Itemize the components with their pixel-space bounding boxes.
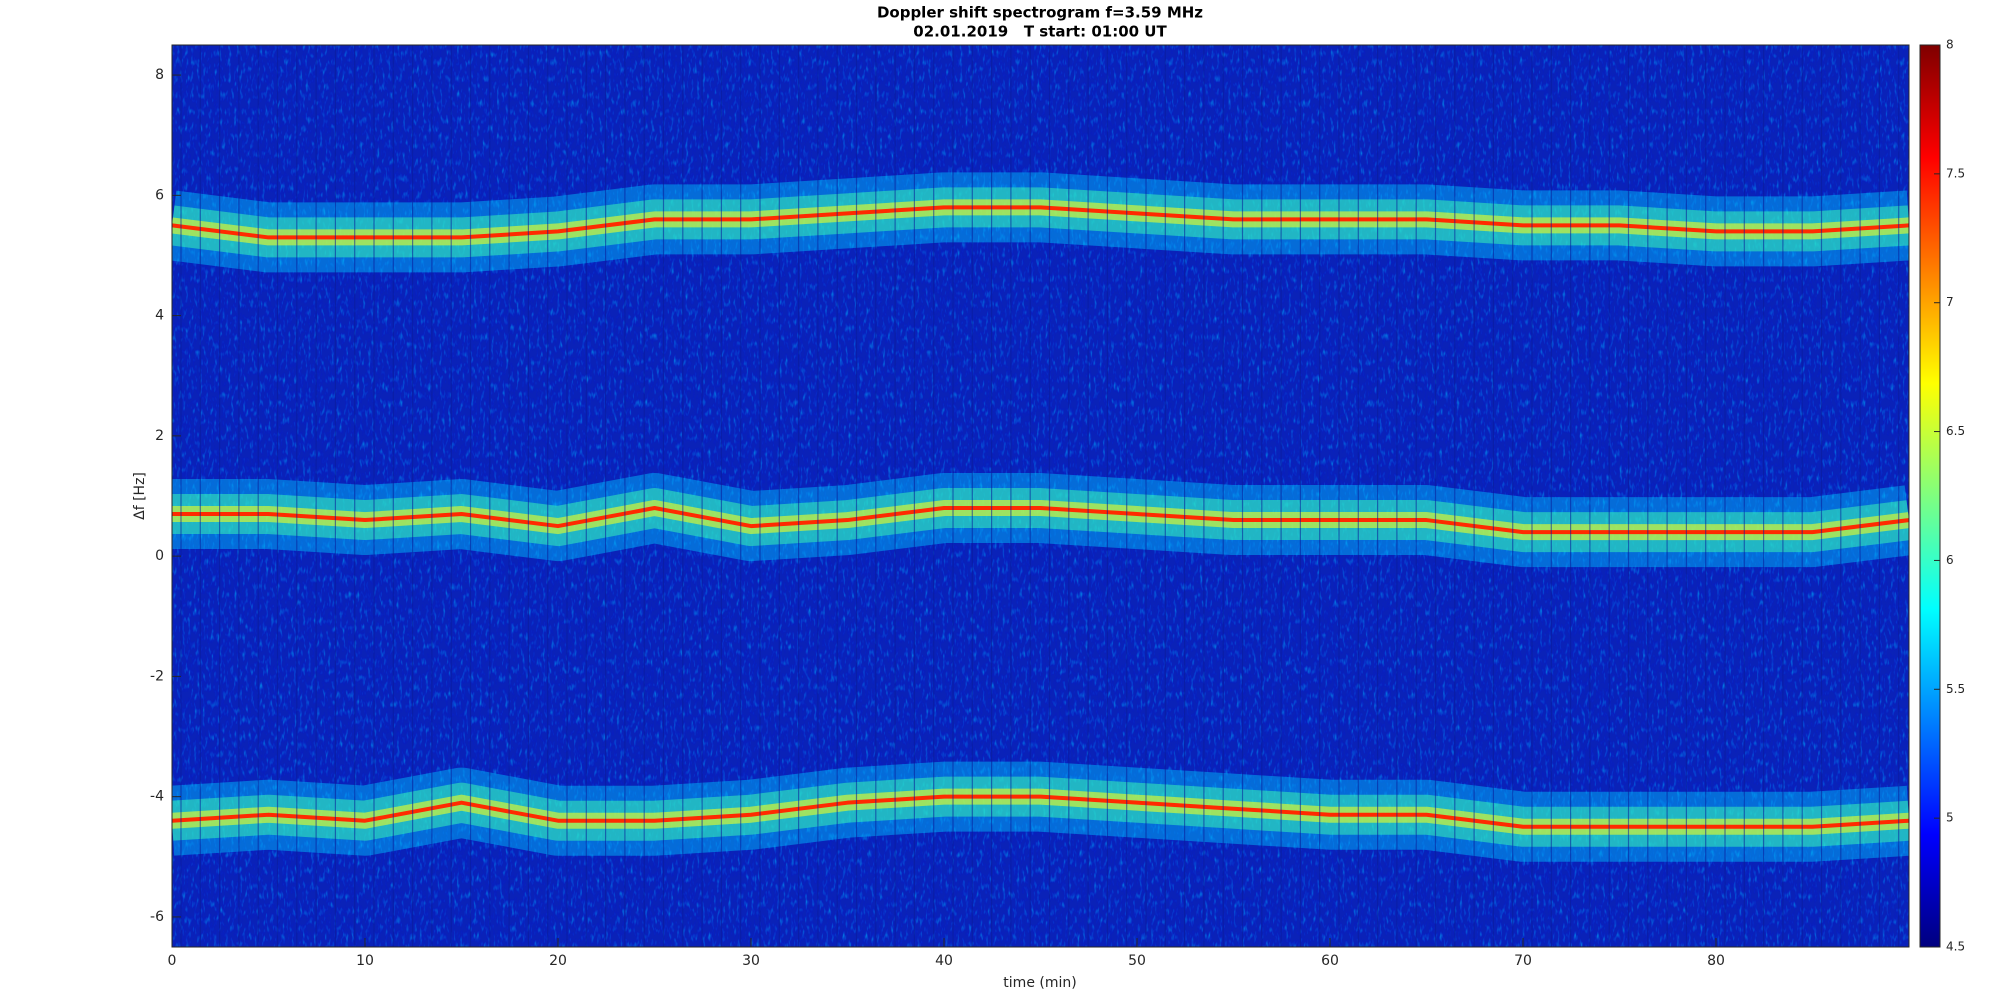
colorbar-tick-label: 6 xyxy=(1946,553,1954,567)
x-tick-label: 0 xyxy=(168,953,177,969)
colorbar-tick-label: 6.5 xyxy=(1946,424,1965,438)
band-line xyxy=(172,794,1909,829)
y-tick-label: 0 xyxy=(155,548,164,564)
band-line xyxy=(172,205,1909,240)
y-tick-label: 2 xyxy=(155,428,164,444)
x-tick-label: 50 xyxy=(1128,953,1146,969)
plot-frame xyxy=(171,44,1910,948)
x-tick-label: 30 xyxy=(742,953,760,969)
x-tick-label: 70 xyxy=(1514,953,1532,969)
colorbar-tick-label: 7 xyxy=(1946,295,1954,309)
y-tick-label: -2 xyxy=(150,668,164,684)
x-tick-label: 40 xyxy=(935,953,953,969)
y-tick-label: -6 xyxy=(150,909,164,925)
colorbar-tick-label: 8 xyxy=(1946,38,1954,52)
y-tick-label: 4 xyxy=(155,308,164,324)
y-tick-label: -4 xyxy=(150,789,164,805)
band-line xyxy=(172,506,1909,535)
x-tick-label: 60 xyxy=(1321,953,1339,969)
x-tick-label: 80 xyxy=(1707,953,1725,969)
x-axis-label: time (min) xyxy=(1003,975,1076,991)
bands xyxy=(172,45,1909,947)
chart-title: Doppler shift spectrogram f=3.59 MHz xyxy=(877,4,1203,22)
colorbar-tick-label: 4.5 xyxy=(1946,940,1965,954)
x-tick-label: 10 xyxy=(356,953,374,969)
colorbar-tick-label: 7.5 xyxy=(1946,166,1965,180)
colorbar xyxy=(1919,44,1941,948)
colorbar-tick-label: 5 xyxy=(1946,811,1954,825)
y-tick-label: 6 xyxy=(155,187,164,203)
y-axis-label: Δf [Hz] xyxy=(132,472,148,520)
x-tick-label: 20 xyxy=(549,953,567,969)
colorbar-tick-label: 5.5 xyxy=(1946,682,1965,696)
y-tick-label: 8 xyxy=(155,67,164,83)
chart-subtitle: 02.01.2019 T start: 01:00 UT xyxy=(913,23,1167,41)
